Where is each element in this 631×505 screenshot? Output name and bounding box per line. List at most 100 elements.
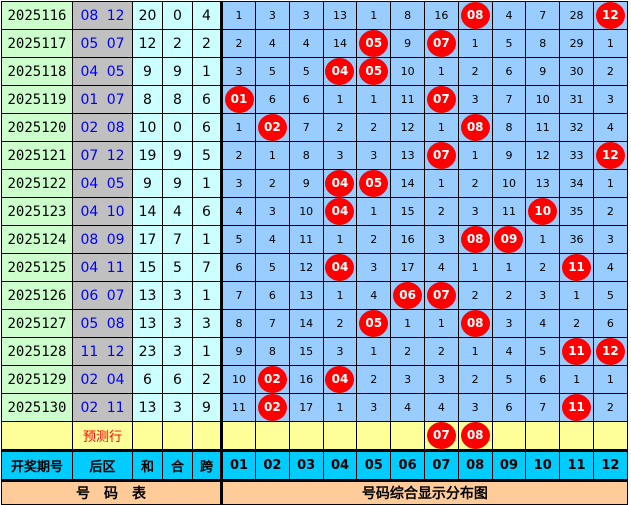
grid-cell: 29 — [559, 29, 594, 58]
ball-marker: 06 — [393, 282, 423, 309]
mod-cell: 5 — [162, 253, 193, 282]
grid-cell: 05 — [356, 169, 392, 198]
ball-marker: 02 — [257, 366, 287, 393]
grid-cell: 4 — [423, 253, 459, 282]
period-cell: 2025122 — [1, 169, 73, 198]
mod-cell: 9 — [162, 57, 193, 86]
span-cell: 1 — [192, 337, 222, 366]
ball-marker: 04 — [325, 198, 355, 225]
mod-cell: 4 — [162, 197, 193, 226]
grid-cell: 4 — [390, 393, 425, 422]
grid-cell: 15 — [390, 197, 425, 226]
grid-cell: 2 — [525, 253, 561, 282]
footer-left-title: 号 码 表 — [1, 479, 222, 505]
grid-cell: 8 — [255, 337, 290, 366]
grid-cell: 7 — [491, 85, 527, 114]
grid-cell: 8 — [491, 113, 527, 142]
header-number: 11 — [559, 449, 594, 481]
header-number: 04 — [322, 449, 358, 481]
sum-cell: 23 — [132, 337, 163, 366]
grid-cell: 1 — [423, 169, 459, 198]
grid-cell: 08 — [457, 225, 493, 254]
table-row: 2025124 08 09 17 7 1 5 4 11 1 2 16 3 08 09 1 36 3 — [1, 225, 628, 254]
grid-cell: 16 — [423, 1, 459, 30]
ball-marker: 04 — [325, 366, 355, 393]
grid-cell: 5 — [491, 29, 527, 58]
back-numbers-cell: 02 11 — [72, 393, 133, 422]
mod-cell: 9 — [162, 169, 193, 198]
table-row: 2025118 04 05 9 9 1 3 5 5 04 05 10 1 2 6 9 30 2 — [1, 57, 628, 86]
span-cell: 2 — [192, 29, 222, 58]
grid-cell: 8 — [390, 1, 425, 30]
grid-cell: 6 — [491, 393, 527, 422]
empty-cell — [192, 421, 222, 451]
ball-marker: 11 — [562, 254, 592, 281]
grid-cell: 11 — [390, 85, 425, 114]
ball-marker: 12 — [595, 338, 625, 365]
back-numbers-cell: 11 12 — [72, 337, 133, 366]
grid-cell: 1 — [559, 281, 594, 310]
span-cell: 1 — [192, 57, 222, 86]
prediction-cell — [525, 421, 561, 451]
grid-cell: 07 — [423, 141, 459, 170]
prediction-cell — [220, 421, 256, 451]
grid-cell: 3 — [457, 197, 493, 226]
grid-cell: 28 — [559, 1, 594, 30]
back-numbers-cell: 02 04 — [72, 365, 133, 394]
grid-cell: 3 — [288, 1, 324, 30]
grid-cell: 5 — [220, 225, 256, 254]
span-cell: 6 — [192, 197, 222, 226]
grid-cell: 10 — [525, 85, 561, 114]
back-numbers-cell: 04 10 — [72, 197, 133, 226]
period-cell: 2025128 — [1, 337, 73, 366]
grid-cell: 11 — [559, 253, 594, 282]
sum-cell: 13 — [132, 393, 163, 422]
sum-cell: 9 — [132, 169, 163, 198]
grid-cell: 5 — [592, 281, 628, 310]
header-number: 01 — [220, 449, 256, 481]
grid-cell: 12 — [525, 141, 561, 170]
grid-cell: 5 — [491, 365, 527, 394]
grid-cell: 12 — [390, 113, 425, 142]
grid-cell: 2 — [457, 169, 493, 198]
grid-cell: 5 — [525, 337, 561, 366]
period-cell: 2025118 — [1, 57, 73, 86]
mod-cell: 0 — [162, 1, 193, 30]
grid-cell: 3 — [457, 85, 493, 114]
prediction-cell — [559, 421, 594, 451]
span-cell: 7 — [192, 253, 222, 282]
ball-marker: 12 — [595, 142, 625, 169]
grid-cell: 9 — [390, 29, 425, 58]
grid-cell: 4 — [356, 281, 392, 310]
grid-cell: 34 — [559, 169, 594, 198]
grid-cell: 04 — [322, 197, 358, 226]
ball-marker: 08 — [460, 226, 490, 253]
table-row: 2025117 05 07 12 2 2 2 4 4 14 05 9 07 1 5 8 29 1 — [1, 29, 628, 58]
grid-cell: 1 — [457, 253, 493, 282]
back-numbers-cell: 05 08 — [72, 309, 133, 338]
period-cell: 2025123 — [1, 197, 73, 226]
table-row: 2025120 02 08 10 0 6 1 02 7 2 2 12 1 08 8 11 32 4 — [1, 113, 628, 142]
sum-cell: 13 — [132, 281, 163, 310]
grid-cell: 3 — [322, 337, 358, 366]
period-cell: 2025117 — [1, 29, 73, 58]
grid-cell: 2 — [457, 57, 493, 86]
ball-marker: 05 — [359, 30, 389, 57]
grid-cell: 1 — [592, 365, 628, 394]
ball-marker: 02 — [257, 394, 287, 421]
grid-cell: 3 — [322, 141, 358, 170]
grid-cell: 4 — [592, 113, 628, 142]
mod-cell: 9 — [162, 141, 193, 170]
grid-cell: 7 — [220, 281, 256, 310]
span-cell: 1 — [192, 281, 222, 310]
span-cell: 3 — [192, 309, 222, 338]
grid-cell: 12 — [288, 253, 324, 282]
grid-cell: 1 — [559, 365, 594, 394]
span-cell: 9 — [192, 393, 222, 422]
grid-cell: 1 — [220, 1, 256, 30]
ball-marker: 05 — [359, 170, 389, 197]
grid-cell: 2 — [457, 281, 493, 310]
grid-cell: 3 — [457, 393, 493, 422]
prediction-cell — [288, 421, 324, 451]
grid-cell: 5 — [288, 57, 324, 86]
